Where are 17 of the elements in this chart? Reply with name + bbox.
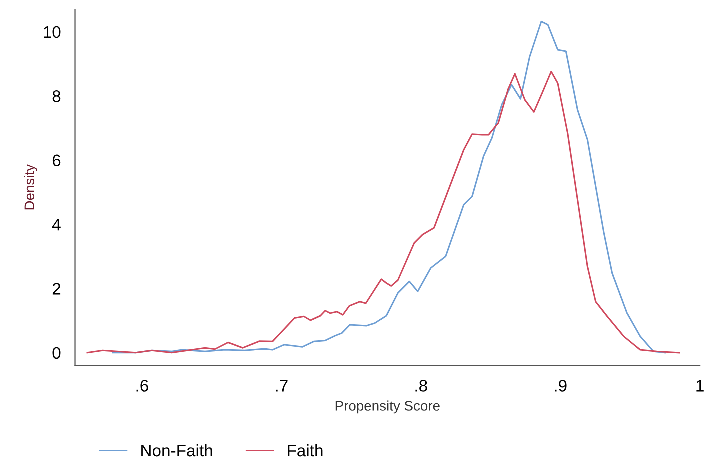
x-tick-label: 1 bbox=[696, 380, 704, 392]
x-tick-label: .7 bbox=[276, 380, 288, 392]
legend-label: Non-Faith bbox=[142, 444, 212, 457]
y-tick-label: 8 bbox=[52, 90, 61, 102]
x-axis-title: Propensity Score bbox=[336, 400, 440, 414]
line-series bbox=[112, 20, 666, 354]
x-tick-label: .9 bbox=[555, 380, 567, 392]
y-tick-label: 10 bbox=[44, 26, 61, 38]
y-tick-label: 4 bbox=[52, 219, 61, 231]
x-tick-label: .8 bbox=[416, 380, 428, 392]
line-series bbox=[86, 71, 680, 354]
y-tick-label: 6 bbox=[52, 154, 61, 167]
y-axis-title: Density bbox=[24, 164, 38, 210]
x-tick-label: .6 bbox=[136, 380, 148, 392]
y-tick-label: 0 bbox=[52, 347, 61, 360]
y-tick-label: 2 bbox=[52, 283, 61, 295]
legend-label: Faith bbox=[288, 444, 323, 457]
